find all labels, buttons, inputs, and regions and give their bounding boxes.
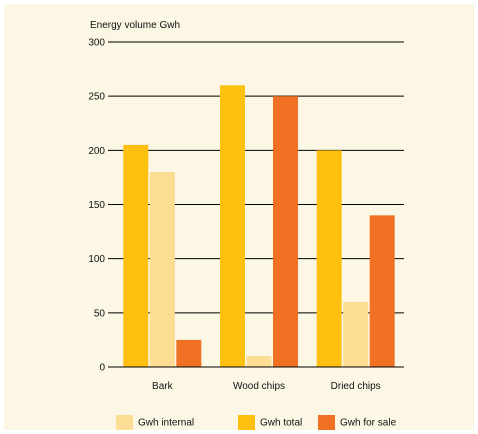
- bar-gwh-for-sale-bark: [176, 339, 202, 367]
- chart-panel: Energy volume Gwh 0 50 100 150 200 250 300 Bar…: [4, 4, 474, 430]
- y-tick-label: 50: [94, 308, 106, 319]
- legend-swatch: [116, 415, 133, 430]
- legend-label: Gwh internal: [138, 418, 194, 429]
- y-axis-ticks: 0 50 100 150 200 250 300: [88, 38, 105, 374]
- y-tick-label: 100: [88, 254, 105, 265]
- legend-label: Gwh total: [260, 418, 302, 429]
- bar-gwh-total-wood-chips: [220, 85, 245, 367]
- bar-gwh-total-dried-chips: [316, 150, 342, 367]
- x-tick-label: Dried chips: [331, 381, 381, 392]
- bars: [123, 85, 395, 368]
- legend-swatch: [318, 415, 335, 430]
- y-tick-label: 200: [88, 146, 105, 157]
- x-axis-ticks: Bark Wood chips Dried chips: [152, 381, 381, 392]
- x-tick-label: Wood chips: [233, 381, 285, 392]
- y-axis-label: Energy volume Gwh: [90, 20, 180, 31]
- y-tick-label: 150: [88, 200, 105, 211]
- bar-gwh-internal-dried-chips: [343, 302, 369, 367]
- bar-gwh-internal-wood-chips: [246, 356, 272, 367]
- x-tick-label: Bark: [152, 381, 174, 392]
- y-tick-label: 300: [88, 38, 105, 49]
- y-tick-label: 0: [99, 363, 105, 374]
- bar-gwh-total-bark: [123, 144, 149, 367]
- bar-chart: Energy volume Gwh 0 50 100 150 200 250 300 Bar…: [88, 20, 404, 430]
- legend-label: Gwh for sale: [340, 418, 397, 429]
- legend: Gwh internal Gwh total Gwh for sale: [116, 415, 397, 430]
- y-tick-label: 250: [88, 92, 105, 103]
- bar-gwh-for-sale-wood-chips: [273, 96, 298, 368]
- bar-gwh-for-sale-dried-chips: [369, 215, 395, 367]
- legend-swatch: [238, 415, 255, 430]
- bar-gwh-internal-bark: [149, 172, 175, 367]
